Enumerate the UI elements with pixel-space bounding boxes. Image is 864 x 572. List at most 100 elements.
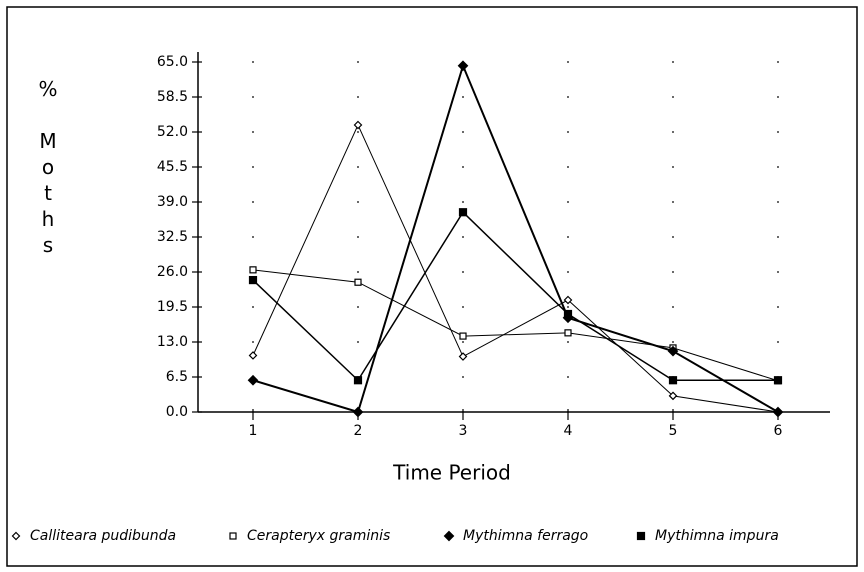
marker [229, 532, 237, 540]
y-tick-label: 39.0 [157, 194, 188, 210]
grid-line [252, 61, 779, 63]
grid-dot [777, 166, 779, 168]
series-line [252, 211, 778, 382]
grid-dot [252, 131, 254, 133]
y-tick-label: 65.0 [157, 54, 188, 70]
marker [563, 309, 573, 319]
marker [443, 530, 455, 542]
grid-dot [357, 166, 359, 168]
legend-label: Mythimna impura [655, 528, 779, 544]
grid-dot [567, 61, 569, 63]
grid-line [252, 201, 779, 203]
marker [668, 376, 678, 385]
grid-dot [462, 271, 464, 273]
grid-dot [672, 271, 674, 273]
marker [668, 391, 678, 401]
grid-line [252, 376, 779, 378]
grid-dot [462, 166, 464, 168]
marker [772, 406, 784, 418]
marker [458, 352, 468, 361]
grid-dot [357, 201, 359, 203]
grid-dot [357, 61, 359, 63]
grid-dot [567, 201, 569, 203]
grid-dot [567, 376, 569, 378]
x-tick-label: 2 [354, 423, 363, 439]
grid-line [252, 236, 779, 238]
marker [247, 374, 259, 386]
marker [458, 208, 468, 217]
grid-dot [567, 306, 569, 308]
grid-dot [462, 376, 464, 378]
legend-item: Cerapteryx graminis [229, 528, 390, 544]
grid-dot [672, 61, 674, 63]
marker [773, 376, 783, 385]
grid-dot [357, 271, 359, 273]
y-tick-label: 26.0 [157, 264, 188, 280]
series-line [252, 62, 779, 414]
grid-dot [672, 131, 674, 133]
grid-dot [777, 271, 779, 273]
marker [667, 345, 679, 357]
grid-dot [567, 271, 569, 273]
marker [248, 351, 258, 360]
marker [563, 295, 573, 305]
marker [353, 376, 363, 385]
grid-dot [777, 131, 779, 133]
x-tick-label: 6 [774, 423, 783, 439]
grid-dot [462, 201, 464, 203]
grid-dot [357, 341, 359, 343]
grid-dot [252, 96, 254, 98]
legend-item: Calliteara pudibunda [11, 528, 176, 544]
x-tick-label: 1 [249, 423, 258, 439]
grid-dot [777, 306, 779, 308]
marker [459, 332, 467, 340]
grid-line [252, 166, 779, 168]
legend-label: Mythimna ferrago [463, 528, 588, 544]
grid-dot [462, 131, 464, 133]
grid-dot [252, 236, 254, 238]
frame [6, 6, 858, 567]
grid-dot [567, 96, 569, 98]
grid-line [252, 131, 779, 133]
grid-dot [462, 96, 464, 98]
x-tick-label: 3 [459, 423, 468, 439]
marker [564, 329, 572, 337]
y-tick-label: 0.0 [166, 404, 188, 420]
grid-dot [567, 341, 569, 343]
marker [248, 275, 258, 285]
marker [249, 266, 257, 274]
grid-dot [672, 96, 674, 98]
y-tick-label: 52.0 [157, 124, 188, 140]
legend-label: Cerapteryx graminis [247, 528, 390, 544]
legend-label: Calliteara pudibunda [30, 528, 176, 544]
grid-line [252, 341, 779, 343]
series-line [252, 269, 779, 382]
grid-dot [462, 236, 464, 238]
grid-dot [672, 236, 674, 238]
y-tick-label: 19.5 [157, 299, 188, 315]
series-line [252, 123, 779, 413]
grid-dot [567, 236, 569, 238]
grid-dot [462, 341, 464, 343]
grid-dot [357, 131, 359, 133]
y-tick-label: 58.5 [157, 89, 188, 105]
grid-dot [672, 201, 674, 203]
grid-dot [252, 306, 254, 308]
x-tick-label: 4 [564, 423, 573, 439]
y-tick-label: 32.5 [157, 229, 188, 245]
legend-item: Mythimna impura [636, 528, 779, 544]
x-tick-label: 5 [669, 423, 678, 439]
grid-dot [252, 61, 254, 63]
grid-dot [777, 236, 779, 238]
marker [352, 406, 364, 418]
grid-dot [462, 306, 464, 308]
x-axis-label: Time Period [392, 461, 511, 485]
marker [353, 120, 363, 130]
grid-dot [672, 166, 674, 168]
legend-item: Mythimna ferrago [443, 528, 588, 544]
grid-dot [672, 306, 674, 308]
grid-line [252, 96, 779, 98]
y-tick-label: 13.0 [157, 334, 188, 350]
